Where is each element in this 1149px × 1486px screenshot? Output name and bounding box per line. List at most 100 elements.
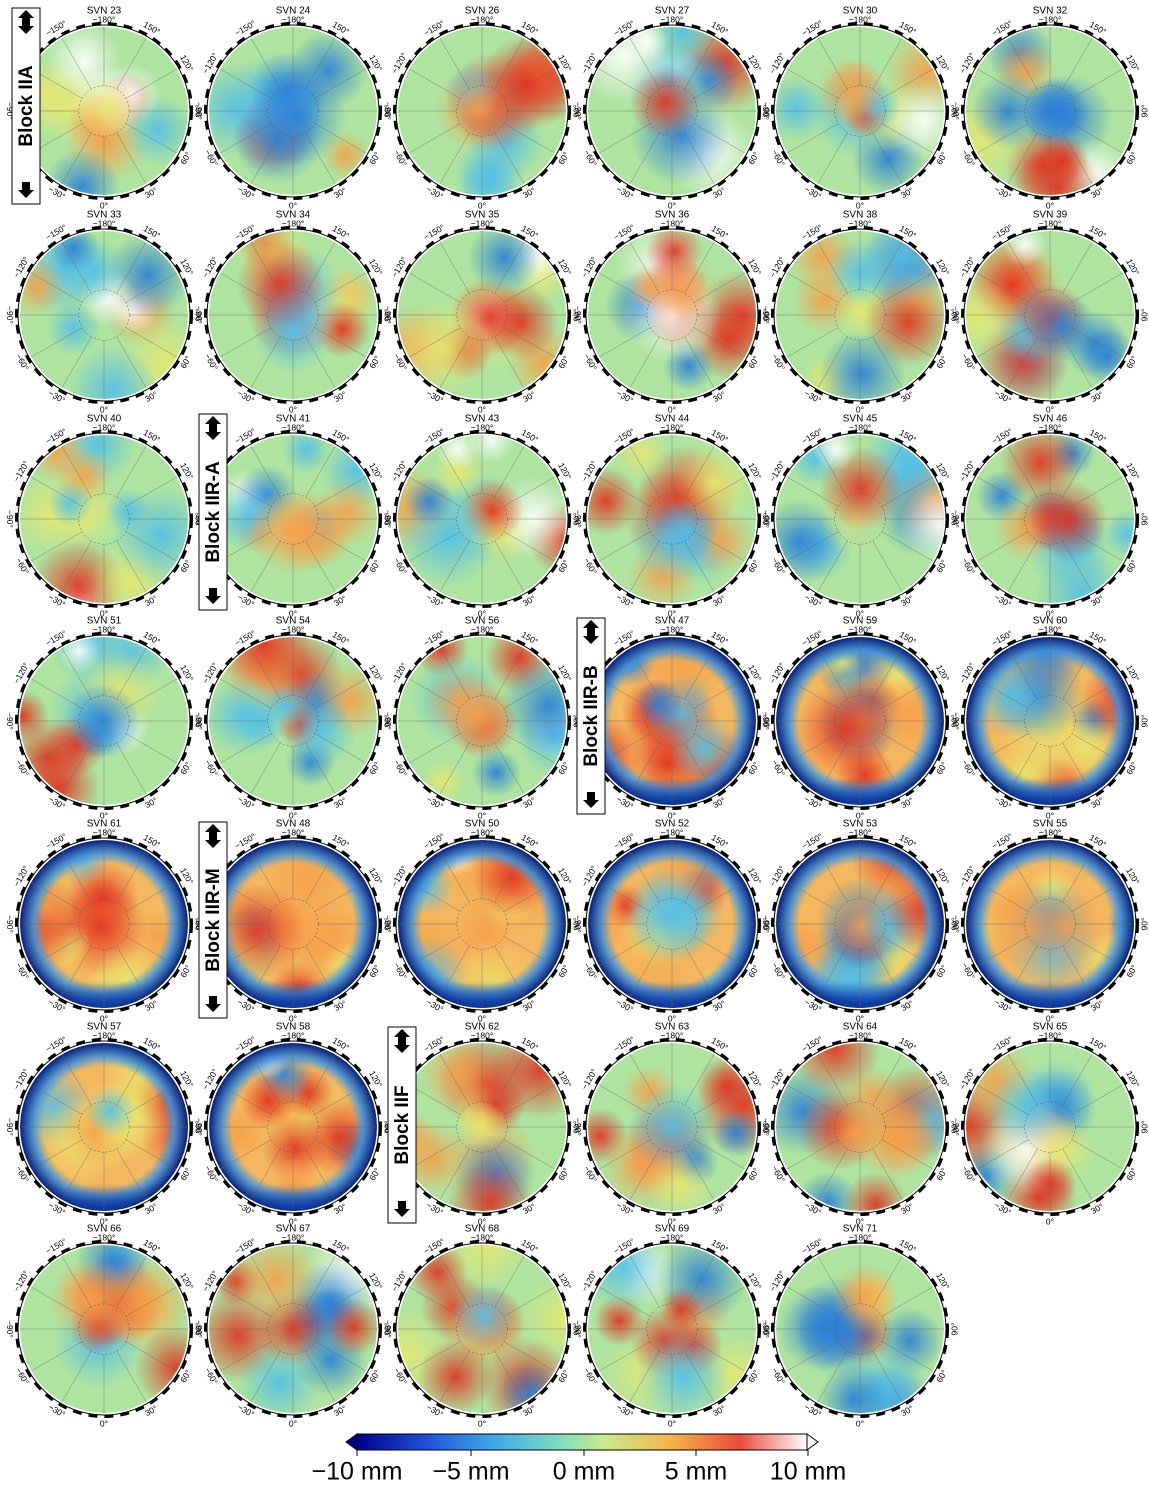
heatmap [20, 637, 188, 805]
angle-label: −90° [573, 510, 583, 528]
frame-ticks [771, 430, 949, 608]
angle-label: 90° [761, 715, 771, 728]
angle-label: 120° [934, 1271, 951, 1291]
angle-label: 0° [478, 1216, 486, 1226]
radial-line [125, 733, 177, 764]
angle-label: 0° [856, 404, 864, 414]
angle-label: 30° [1089, 795, 1105, 810]
angle-label: −180° [282, 422, 305, 432]
angle-label: 0° [100, 1216, 108, 1226]
radial-line [439, 1256, 470, 1308]
radial-line [977, 678, 1029, 709]
heatmap [20, 840, 188, 1008]
polar-map: SVN 50−180°150°120°90°60°30°0°−30°−60°−9… [383, 819, 582, 1024]
angle-label: 0° [100, 200, 108, 210]
heatmap-blob [67, 344, 158, 399]
heatmap-blob [77, 77, 138, 138]
panel-title: SVN 23 [87, 6, 122, 17]
radial-line [314, 327, 366, 358]
polar-map: SVN 39−180°150°120°90°60°30°0°−30°−60°−9… [951, 210, 1149, 415]
heatmap-blob [285, 698, 356, 769]
radial-line [61, 1350, 92, 1402]
angle-label: −60° [203, 1366, 221, 1386]
radial-line [439, 851, 470, 903]
radial-line [599, 68, 651, 99]
radial-line [977, 327, 1029, 358]
arrow-icon [394, 1029, 410, 1053]
angle-label: −180° [282, 1232, 305, 1242]
polar-map: SVN 61−180°150°120°90°60°30°0°−30°−60°−9… [5, 819, 204, 1024]
heatmap-blob [404, 476, 455, 527]
angle-label: −90° [383, 915, 393, 933]
radial-line [872, 540, 903, 592]
polar-map: SVN 58−180°150°120°90°60°30°0°−30°−60°−9… [194, 1022, 393, 1227]
radial-line [494, 540, 525, 592]
radial-line [61, 242, 92, 294]
angle-label: −30° [993, 388, 1013, 406]
heatmap [966, 637, 1134, 805]
angle-label: 120° [556, 461, 573, 481]
panel-title: SVN 55 [1033, 819, 1068, 830]
radial-line [684, 1256, 715, 1308]
radial-line [881, 123, 933, 154]
radial-line [503, 531, 555, 562]
radial-line [220, 1139, 272, 1170]
heatmap-blob [417, 1338, 494, 1413]
angle-label: 30° [332, 795, 348, 810]
radial-line [599, 1341, 651, 1372]
radial-line [1007, 540, 1038, 592]
angle-label: 90° [949, 918, 959, 931]
radial-line [503, 881, 555, 912]
angle-label: −30° [236, 997, 256, 1015]
radial-line [1007, 742, 1038, 794]
heatmap-rim [209, 840, 377, 1008]
angle-label: −60° [582, 961, 600, 981]
radial-line [503, 936, 555, 967]
frame-ticks [393, 835, 571, 1013]
radial-line [409, 476, 461, 507]
frame-ticks [393, 632, 571, 810]
angle-label: 30° [711, 1201, 727, 1216]
polar-map: SVN 56−180°150°120°90°60°30°0°−30°−60°−9… [383, 616, 582, 821]
radial-line [1007, 1054, 1038, 1106]
angle-label: −90° [761, 306, 771, 324]
radial-line [693, 476, 745, 507]
panel-title: SVN 48 [276, 819, 311, 830]
angle-label: 60° [178, 354, 193, 370]
angle-label: 90° [761, 105, 771, 118]
angle-label: 60° [178, 963, 193, 979]
angle-label: 120° [746, 663, 763, 683]
panel-title: SVN 40 [87, 414, 122, 425]
polar-map: SVN 33−180°150°120°90°60°30°0°−30°−60°−9… [5, 210, 204, 415]
radial-line [250, 1148, 281, 1200]
angle-label: −60° [14, 352, 32, 372]
heatmap [20, 435, 188, 603]
radial-line [250, 1350, 281, 1402]
radial-line [684, 1054, 715, 1106]
angle-label: −30° [47, 184, 67, 202]
radial-line [503, 327, 555, 358]
radial-line [693, 327, 745, 358]
angle-label: −30° [615, 997, 635, 1015]
angle-label: 120° [367, 53, 384, 73]
angle-label: 30° [1089, 389, 1105, 404]
heatmap [776, 637, 944, 805]
heatmap-blob [1024, 1156, 1077, 1210]
radial-line [439, 1350, 470, 1402]
panel-title: SVN 52 [655, 819, 690, 830]
angle-label: 120° [1124, 257, 1141, 277]
angle-label: 90° [1139, 105, 1149, 118]
angle-label: −30° [803, 997, 823, 1015]
colorbar-arrow [345, 1433, 358, 1451]
angle-label: −90° [761, 1320, 771, 1338]
radial-line [787, 123, 839, 154]
radial-line [61, 1148, 92, 1200]
heatmap-blob [817, 1362, 891, 1413]
angle-label: 90° [949, 105, 959, 118]
angle-label: −180° [849, 218, 872, 228]
angle-label: 0° [289, 1216, 297, 1226]
polar-map: SVN 43−180°150°120°90°60°30°0°−30°−60°−9… [383, 414, 582, 619]
angle-label: −90° [5, 510, 15, 528]
angle-label: 120° [178, 1271, 195, 1291]
angle-label: −30° [803, 592, 823, 610]
